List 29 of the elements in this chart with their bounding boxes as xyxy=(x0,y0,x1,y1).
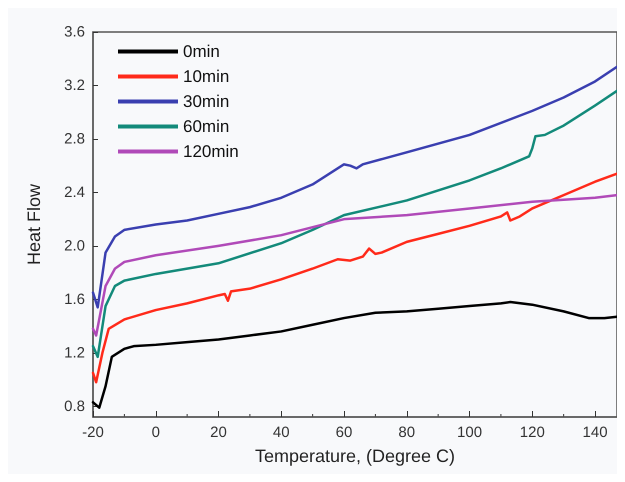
line-series xyxy=(92,172,617,384)
x-tick-label: 60 xyxy=(336,424,352,441)
line-series xyxy=(92,90,617,358)
x-tick-label: 140 xyxy=(582,424,608,441)
y-tick-label: 2.8 xyxy=(64,130,85,148)
y-tick-label: 2.4 xyxy=(64,184,85,201)
y-tick-label: 3.2 xyxy=(64,76,85,94)
x-tick-label: 80 xyxy=(398,424,416,441)
x-tick-label: 100 xyxy=(457,424,482,441)
y-tick-label: 0.8 xyxy=(64,398,85,415)
x-tick-label: 20 xyxy=(210,424,227,441)
x-tick-label: 40 xyxy=(272,424,290,441)
y-tick-label: 1.2 xyxy=(64,344,85,362)
line-series xyxy=(92,194,617,337)
legend-label: 60min xyxy=(183,117,230,136)
x-axis-title: Temperature, (Degree C) xyxy=(254,446,456,466)
line-series xyxy=(92,300,617,409)
legend-label: 10min xyxy=(183,67,230,86)
legend-label: 30min xyxy=(183,92,230,111)
y-tick-label: 1.6 xyxy=(64,290,85,308)
line-series xyxy=(92,66,617,309)
x-tick-label: -20 xyxy=(82,424,104,441)
legend-label: 0min xyxy=(183,42,220,61)
x-tick-label: 120 xyxy=(520,424,545,441)
legend-label: 120min xyxy=(183,142,239,161)
x-tick-label: 0 xyxy=(152,424,160,441)
y-tick-label: 3.6 xyxy=(64,24,85,40)
y-axis-title: Heat Flow xyxy=(24,182,44,266)
y-tick-label: 2.0 xyxy=(64,237,85,254)
